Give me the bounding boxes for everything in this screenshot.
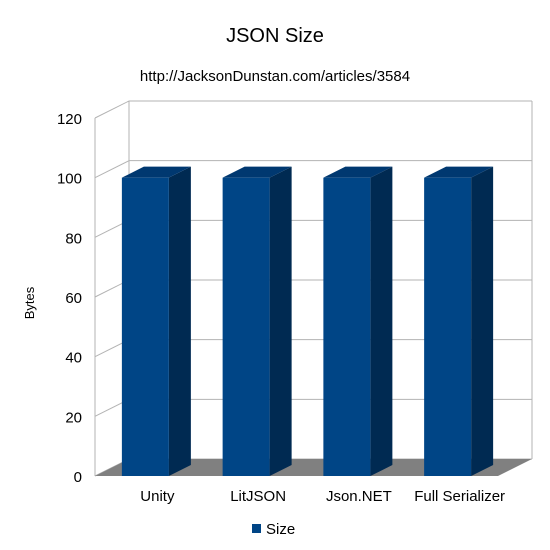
floor-surface bbox=[95, 459, 532, 476]
y-tick-label: 60 bbox=[65, 290, 82, 307]
y-tick-label: 120 bbox=[57, 111, 82, 128]
chart-floor bbox=[95, 459, 532, 476]
y-tick-label: 0 bbox=[74, 469, 82, 486]
bar-front bbox=[222, 177, 270, 476]
x-tick-label: Full Serializer bbox=[414, 488, 505, 505]
bar-front bbox=[323, 177, 371, 476]
bar-top bbox=[121, 166, 191, 178]
bar-side bbox=[269, 166, 292, 476]
y-tick-labels: 0 20 40 60 80 100 120 bbox=[57, 111, 82, 486]
y-tick-label: 100 bbox=[57, 171, 82, 188]
bar bbox=[121, 166, 191, 476]
bar-side bbox=[370, 166, 393, 476]
bars bbox=[121, 166, 494, 476]
side-gridline bbox=[94, 160, 130, 179]
bar-front bbox=[121, 177, 169, 476]
chart-title: JSON Size bbox=[226, 25, 324, 47]
y-tick-label: 20 bbox=[65, 409, 82, 426]
legend-label-size: Size bbox=[266, 521, 295, 538]
legend-swatch-size bbox=[252, 524, 261, 533]
x-tick-label: Unity bbox=[140, 488, 175, 505]
legend: Size bbox=[252, 521, 295, 538]
y-tick-label: 80 bbox=[65, 230, 82, 247]
bar bbox=[323, 166, 393, 476]
x-tick-label: Json.NET bbox=[326, 488, 392, 505]
chart-subtitle: http://JacksonDunstan.com/articles/3584 bbox=[140, 68, 410, 85]
bar-top bbox=[424, 166, 494, 178]
bar bbox=[424, 166, 494, 476]
bar-side bbox=[168, 166, 191, 476]
side-gridline bbox=[94, 100, 130, 119]
bar-side bbox=[471, 166, 494, 476]
bar-front bbox=[424, 177, 472, 476]
x-tick-labels: Unity LitJSON Json.NET Full Serializer bbox=[140, 488, 505, 505]
y-tick-label: 40 bbox=[65, 350, 82, 367]
bar-top bbox=[323, 166, 393, 178]
y-axis-title: Bytes bbox=[22, 286, 37, 319]
bar-top bbox=[222, 166, 292, 178]
bar bbox=[222, 166, 292, 476]
x-tick-label: LitJSON bbox=[230, 488, 286, 505]
